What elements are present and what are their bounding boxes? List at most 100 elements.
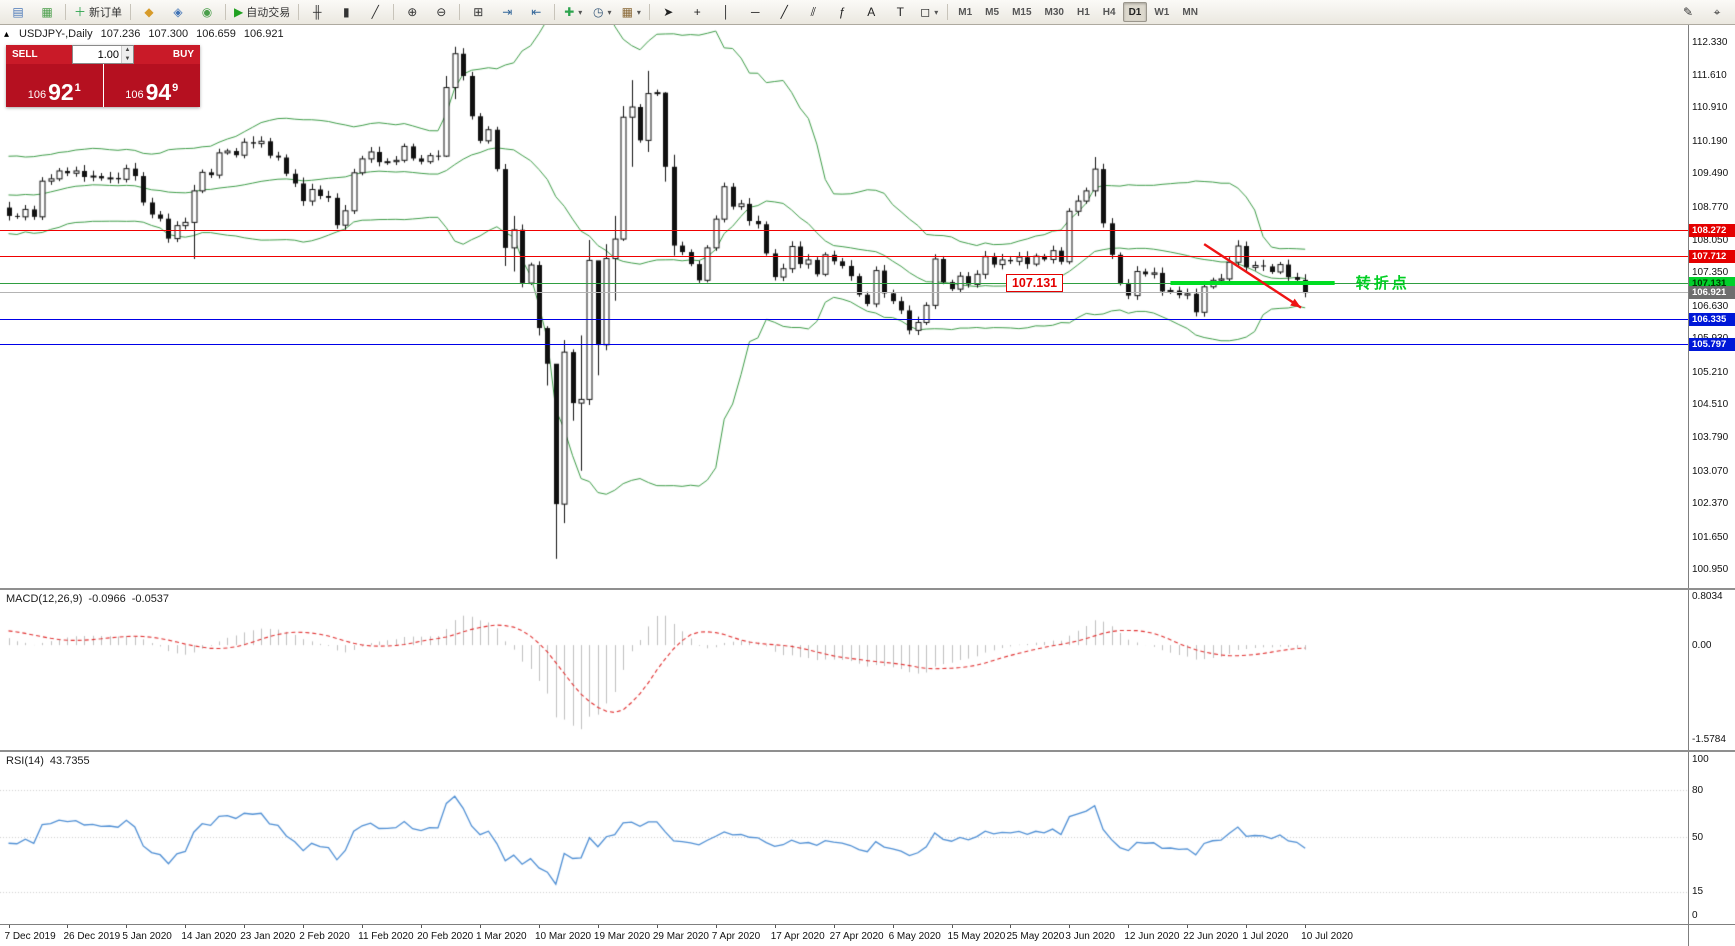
chart-shift-icon[interactable]: ⇤ <box>522 1 550 23</box>
time-tick <box>1187 925 1189 928</box>
price-axis[interactable]: 108.272 107.712 107.131 106.921 106.335 105.7… <box>1688 25 1735 588</box>
sell-price-button[interactable]: 106 92 1 <box>6 64 103 107</box>
market-watch-icon[interactable]: ◆ <box>135 1 163 23</box>
price-chart-canvas[interactable] <box>0 25 1688 588</box>
timeframe-m30[interactable]: M30 <box>1044 6 1064 18</box>
date-label-20-Feb-2020: 20 Feb 2020 <box>417 931 474 942</box>
periods-button[interactable]: ◷ ▾ <box>588 1 616 23</box>
text-tool[interactable]: A <box>857 1 885 23</box>
chevron-down-icon: ▾ <box>636 7 641 17</box>
turning-point-label[interactable]: 转折点 <box>1355 275 1410 293</box>
horizontal-line-108.272[interactable] <box>0 229 1688 231</box>
main-chart-panel[interactable]: ▴ USDJPY-,Daily 107.236 107.300 106.659 … <box>0 25 1688 588</box>
price-tick-100.950: 100.950 <box>1692 563 1729 575</box>
new-order-button[interactable]: ＋新订单 <box>70 1 126 23</box>
rsi-tick-50: 50 <box>1692 831 1704 843</box>
rsi-canvas[interactable] <box>0 752 1688 924</box>
macd-canvas[interactable] <box>0 590 1688 750</box>
new-chart-icon[interactable]: ▤ <box>4 1 32 23</box>
timeframe-h4[interactable]: H4 <box>1102 6 1116 18</box>
panel-splitter-rsi[interactable] <box>0 750 1735 752</box>
price-annotation-107131[interactable]: 107.131 <box>1005 274 1064 293</box>
rsi-panel[interactable]: RSI(14) 43.7355 <box>0 752 1688 924</box>
chart-title: ▴ USDJPY-,Daily 107.236 107.300 106.659 … <box>4 28 284 40</box>
date-label-3-Jun-2020: 3 Jun 2020 <box>1065 931 1115 942</box>
trendline-tool[interactable]: ╱ <box>770 1 798 23</box>
timeframe-m15[interactable]: M15 <box>1012 6 1032 18</box>
date-label-1-Mar-2020: 1 Mar 2020 <box>476 931 527 942</box>
time-tick <box>185 925 187 928</box>
horizontal-line-106.335[interactable] <box>0 319 1688 321</box>
crosshair-tool[interactable]: + <box>683 1 711 23</box>
macd-value-main: -0.0966 <box>88 593 126 605</box>
tile-windows-icon[interactable]: ⊞ <box>464 1 492 23</box>
horizontal-line-tool-icon: ─ <box>750 5 760 19</box>
timeframe-w1[interactable]: W1 <box>1154 6 1170 18</box>
channel-tool[interactable]: ⫽ <box>799 1 827 23</box>
auto-trading-button[interactable]: ▶ 自动交易 <box>230 1 294 23</box>
volume-up-button[interactable]: ▲ <box>122 46 133 55</box>
time-axis[interactable]: 7 Dec 2019 26 Dec 2019 5 Jan 2020 14 Jan 20… <box>0 924 1688 946</box>
price-tick-107.350: 107.350 <box>1692 267 1729 279</box>
macd-axis[interactable]: 0.8034 0.00 -1.5784 <box>1688 590 1735 750</box>
timeframe-mn[interactable]: MN <box>1182 6 1198 18</box>
toolbar-separator <box>225 4 227 20</box>
macd-panel[interactable]: MACD(12,26,9) -0.0966 -0.0537 <box>0 590 1688 750</box>
market-watch-icon: ◆ <box>144 5 154 19</box>
horizontal-line-105.797[interactable] <box>0 344 1688 346</box>
shapes-tool[interactable]: ◻ ▾ <box>915 1 943 23</box>
bar-chart-icon[interactable]: ╫ <box>303 1 331 23</box>
rsi-value: 43.7355 <box>49 755 90 767</box>
horizontal-line-107.131[interactable] <box>0 282 1688 284</box>
buy-price-button[interactable]: 106 94 9 <box>103 64 200 107</box>
timeframe-m1[interactable]: M1 <box>958 6 973 18</box>
panel-splitter-macd[interactable] <box>0 588 1735 590</box>
pointer-target-icon[interactable]: ⌖ <box>1703 1 1731 23</box>
buy-pipette: 9 <box>172 82 179 94</box>
date-label-19-Mar-2020: 19 Mar 2020 <box>593 931 651 942</box>
price-tick-112.330: 112.330 <box>1692 36 1728 48</box>
volume-input[interactable] <box>73 46 121 63</box>
navigator-icon[interactable]: ◉ <box>193 1 221 23</box>
candlestick-chart-icon[interactable]: ▮ <box>332 1 360 23</box>
chart-profiles-icon[interactable]: ▦ <box>33 1 61 23</box>
volume-field: ▲ ▼ <box>72 45 134 64</box>
price-badge-107.712: 107.712 <box>1689 249 1735 263</box>
time-tick <box>244 925 246 928</box>
price-tick-108.050: 108.050 <box>1692 234 1729 246</box>
pencil-icon[interactable]: ✎ <box>1674 1 1702 23</box>
templates-button[interactable]: ▦ ▾ <box>617 1 645 23</box>
label-tool[interactable]: T <box>886 1 914 23</box>
rsi-tick-0: 0 <box>1692 909 1698 921</box>
zoom-out-icon[interactable]: ⊖ <box>427 1 455 23</box>
macd-tick--1.5784: -1.5784 <box>1692 734 1726 746</box>
indicators-button[interactable]: ✚ ▾ <box>559 1 587 23</box>
timeframe-m5[interactable]: M5 <box>985 6 1000 18</box>
one-click-collapse-arrow[interactable]: ▴ <box>4 28 10 40</box>
vertical-line-tool-icon: │ <box>722 5 731 19</box>
zoom-in-icon[interactable]: ⊕ <box>398 1 426 23</box>
vertical-line-tool[interactable]: │ <box>712 1 740 23</box>
horizontal-line-107.712[interactable] <box>0 255 1688 257</box>
price-tick-110.190: 110.190 <box>1692 135 1728 147</box>
date-label-7-Dec-2019: 7 Dec 2019 <box>4 931 56 942</box>
date-label-29-Mar-2020: 29 Mar 2020 <box>652 931 709 942</box>
time-tick <box>1128 925 1130 928</box>
fibonacci-tool[interactable]: ƒ <box>828 1 856 23</box>
volume-down-button[interactable]: ▼ <box>122 54 133 63</box>
new-order-icon: ＋ <box>74 5 87 19</box>
horizontal-line-106.921[interactable] <box>0 292 1688 294</box>
cursor-tool[interactable]: ➤ <box>654 1 682 23</box>
auto-scroll-icon[interactable]: ⇥ <box>493 1 521 23</box>
timeframe-h1[interactable]: H1 <box>1076 6 1090 18</box>
templates-icon: ▦ <box>621 5 633 19</box>
sell-button[interactable]: SELL <box>6 45 72 64</box>
zoom-in-icon: ⊕ <box>407 5 418 19</box>
data-window-icon[interactable]: ◈ <box>164 1 192 23</box>
rsi-axis[interactable]: 100 80 50 15 0 <box>1688 752 1735 924</box>
price-badge-106.921: 106.921 <box>1689 286 1735 300</box>
timeframe-d1[interactable]: D1 <box>1122 2 1148 22</box>
buy-button[interactable]: BUY <box>134 45 200 64</box>
horizontal-line-tool[interactable]: ─ <box>741 1 769 23</box>
line-chart-icon[interactable]: ╱ <box>361 1 389 23</box>
